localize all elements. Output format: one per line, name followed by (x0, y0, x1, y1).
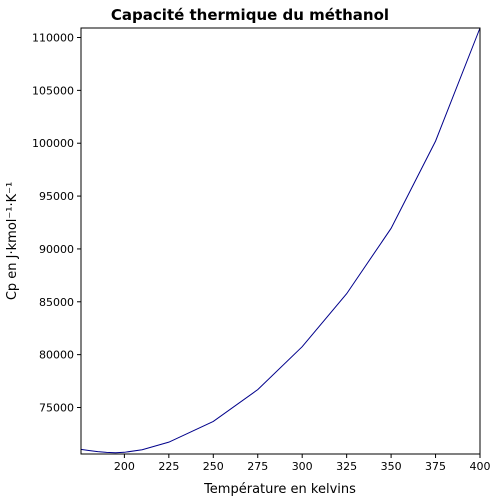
x-tick-label: 275 (247, 460, 268, 473)
y-tick-label: 110000 (32, 32, 74, 45)
y-tick-label: 80000 (39, 349, 74, 362)
x-tick-label: 200 (114, 460, 135, 473)
y-tick-label: 105000 (32, 84, 74, 97)
y-tick-label: 100000 (32, 137, 74, 150)
y-axis-label: Cp en J·kmol⁻¹·K⁻¹ (5, 182, 20, 300)
x-tick-label: 350 (381, 460, 402, 473)
y-tick-label: 75000 (39, 401, 74, 414)
x-tick-label: 400 (470, 460, 491, 473)
x-tick-label: 300 (292, 460, 313, 473)
x-tick-label: 250 (203, 460, 224, 473)
y-axis: 75000 80000 85000 90000 95000 100000 105000 110… (32, 32, 81, 414)
chart-title: Capacité thermique du méthanol (111, 6, 389, 24)
y-tick-label: 95000 (39, 190, 74, 203)
series-line (80, 27, 481, 454)
x-axis: 200 225 250 275 300 325 350 375 400 (114, 454, 491, 473)
x-tick-label: 225 (158, 460, 179, 473)
x-axis-label: Température en kelvins (203, 482, 356, 497)
x-tick-label: 375 (425, 460, 446, 473)
y-tick-label: 85000 (39, 296, 74, 309)
x-tick-label: 325 (336, 460, 357, 473)
y-tick-label: 90000 (39, 243, 74, 256)
plot-frame (80, 27, 481, 455)
plot-area (80, 27, 481, 455)
